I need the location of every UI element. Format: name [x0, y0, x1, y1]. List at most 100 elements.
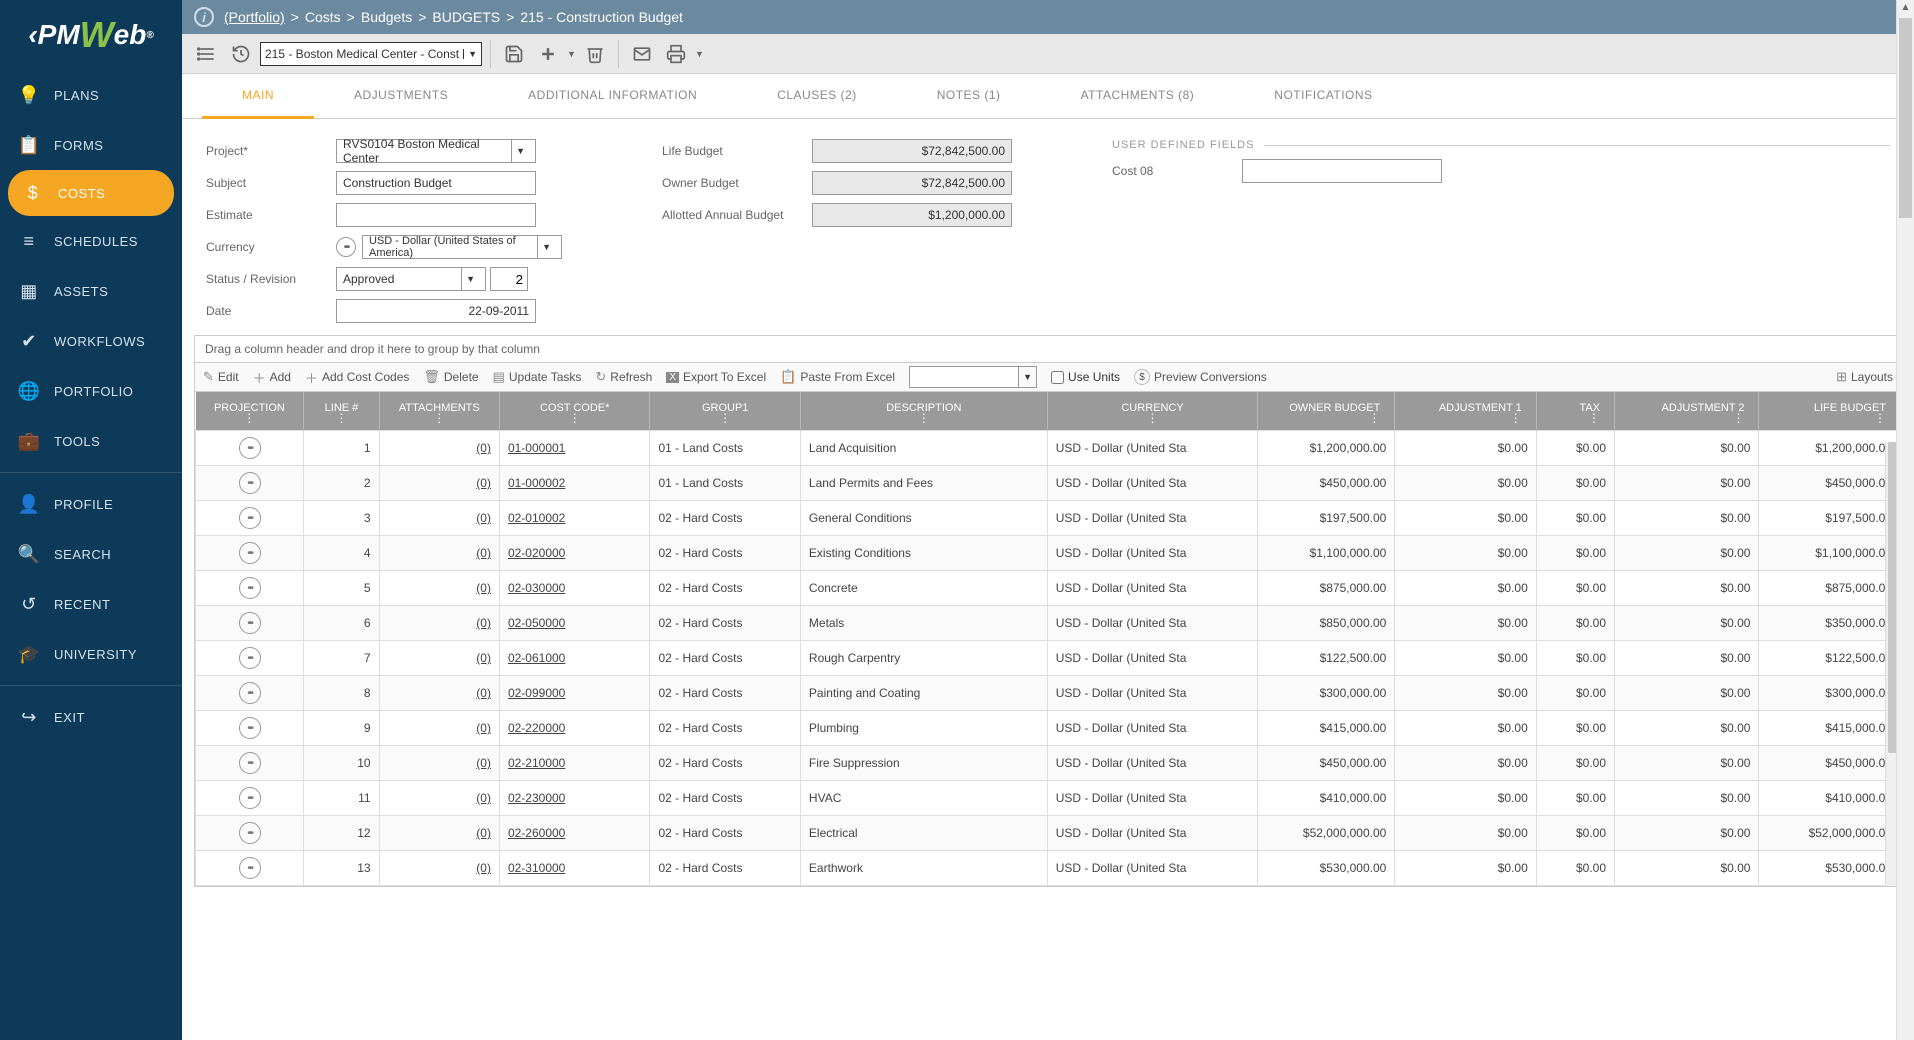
sidebar-item-plans[interactable]: 💡PLANS	[0, 70, 182, 120]
filter-dropdown[interactable]: ▼	[1019, 366, 1037, 388]
paste-button[interactable]: 📋Paste From Excel	[780, 369, 895, 385]
col-cost-code-[interactable]: COST CODE*⋮	[499, 392, 649, 431]
cell-attachments[interactable]: (0)	[476, 826, 491, 840]
sidebar-item-recent[interactable]: ↺RECENT	[0, 579, 182, 629]
sidebar-item-costs[interactable]: $COSTS	[8, 170, 174, 216]
info-icon[interactable]: i	[194, 7, 214, 27]
currency-more-icon[interactable]: •••	[336, 237, 356, 257]
tab-main[interactable]: MAIN	[202, 74, 314, 119]
table-row[interactable]: •••2(0)01-00000201 - Land CostsLand Perm…	[196, 466, 1901, 501]
breadcrumb-part[interactable]: Costs	[305, 9, 341, 25]
table-row[interactable]: •••10(0)02-21000002 - Hard CostsFire Sup…	[196, 746, 1901, 781]
sidebar-item-schedules[interactable]: ≡SCHEDULES	[0, 216, 182, 266]
table-row[interactable]: •••8(0)02-09900002 - Hard CostsPainting …	[196, 676, 1901, 711]
estimate-input[interactable]	[336, 203, 536, 227]
breadcrumb-part[interactable]: 215 - Construction Budget	[520, 9, 683, 25]
row-menu-icon[interactable]: •••	[239, 787, 261, 809]
print-icon[interactable]	[661, 39, 691, 69]
add-icon[interactable]	[533, 39, 563, 69]
mail-icon[interactable]	[627, 39, 657, 69]
breadcrumb-part[interactable]: Budgets	[361, 9, 412, 25]
cell-cost-code[interactable]: 02-061000	[508, 651, 565, 665]
edit-button[interactable]: ✎Edit	[203, 369, 239, 385]
status-input[interactable]: Approved▼	[336, 267, 486, 291]
add-codes-button[interactable]: ＋Add Cost Codes	[305, 368, 409, 387]
save-icon[interactable]	[499, 39, 529, 69]
use-units-checkbox[interactable]: Use Units	[1051, 370, 1120, 384]
tab-clauses-[interactable]: CLAUSES (2)	[737, 74, 897, 118]
currency-input[interactable]: USD - Dollar (United States of America)▼	[362, 235, 562, 259]
col-tax[interactable]: TAX⋮	[1536, 392, 1614, 431]
sidebar-item-tools[interactable]: 💼TOOLS	[0, 416, 182, 466]
row-menu-icon[interactable]: •••	[239, 647, 261, 669]
row-menu-icon[interactable]: •••	[239, 507, 261, 529]
row-menu-icon[interactable]: •••	[239, 717, 261, 739]
sidebar-item-assets[interactable]: ▦ASSETS	[0, 266, 182, 316]
export-button[interactable]: XExport To Excel	[666, 370, 766, 384]
table-row[interactable]: •••6(0)02-05000002 - Hard CostsMetalsUSD…	[196, 606, 1901, 641]
cell-attachments[interactable]: (0)	[476, 441, 491, 455]
sidebar-item-portfolio[interactable]: 🌐PORTFOLIO	[0, 366, 182, 416]
cell-attachments[interactable]: (0)	[476, 861, 491, 875]
cell-attachments[interactable]: (0)	[476, 651, 491, 665]
breadcrumb-portfolio[interactable]: (Portfolio)	[224, 9, 285, 25]
table-row[interactable]: •••9(0)02-22000002 - Hard CostsPlumbingU…	[196, 711, 1901, 746]
sidebar-item-forms[interactable]: 📋FORMS	[0, 120, 182, 170]
update-button[interactable]: ▤Update Tasks	[493, 369, 582, 385]
cell-cost-code[interactable]: 02-010002	[508, 511, 565, 525]
row-menu-icon[interactable]: •••	[239, 577, 261, 599]
table-row[interactable]: •••11(0)02-23000002 - Hard CostsHVACUSD …	[196, 781, 1901, 816]
table-row[interactable]: •••5(0)02-03000002 - Hard CostsConcreteU…	[196, 571, 1901, 606]
cell-cost-code[interactable]: 02-230000	[508, 791, 565, 805]
cell-attachments[interactable]: (0)	[476, 511, 491, 525]
col-adjustment-[interactable]: ADJUSTMENT 2⋮	[1615, 392, 1759, 431]
project-selector[interactable]: 215 - Boston Medical Center - Const ▼	[260, 42, 482, 66]
col-adjustment-[interactable]: ADJUSTMENT 1⋮	[1395, 392, 1536, 431]
page-scrollbar[interactable]: ▲	[1896, 0, 1914, 1040]
tab-notes-[interactable]: NOTES (1)	[897, 74, 1041, 118]
col-life-budget[interactable]: LIFE BUDGET⋮	[1759, 392, 1901, 431]
preview-button[interactable]: $Preview Conversions	[1134, 369, 1267, 385]
project-input[interactable]: RVS0104 Boston Medical Center▼	[336, 139, 536, 163]
col-line-[interactable]: LINE #⋮	[304, 392, 379, 431]
col-currency[interactable]: CURRENCY⋮	[1047, 392, 1258, 431]
col-group-[interactable]: GROUP1⋮	[650, 392, 800, 431]
breadcrumb-part[interactable]: BUDGETS	[432, 9, 500, 25]
delete-icon[interactable]	[580, 39, 610, 69]
cell-cost-code[interactable]: 02-030000	[508, 581, 565, 595]
cell-cost-code[interactable]: 02-210000	[508, 756, 565, 770]
row-menu-icon[interactable]: •••	[239, 822, 261, 844]
drop-hint[interactable]: Drag a column header and drop it here to…	[194, 335, 1902, 363]
table-row[interactable]: •••12(0)02-26000002 - Hard CostsElectric…	[196, 816, 1901, 851]
cell-attachments[interactable]: (0)	[476, 581, 491, 595]
row-menu-icon[interactable]: •••	[239, 542, 261, 564]
history-icon[interactable]	[226, 39, 256, 69]
cell-attachments[interactable]: (0)	[476, 616, 491, 630]
table-row[interactable]: •••7(0)02-06100002 - Hard CostsRough Car…	[196, 641, 1901, 676]
row-menu-icon[interactable]: •••	[239, 752, 261, 774]
table-row[interactable]: •••13(0)02-31000002 - Hard CostsEarthwor…	[196, 851, 1901, 886]
date-input[interactable]: 22-09-2011	[336, 299, 536, 323]
cell-attachments[interactable]: (0)	[476, 721, 491, 735]
sidebar-item-workflows[interactable]: ✔WORKFLOWS	[0, 316, 182, 366]
table-row[interactable]: •••3(0)02-01000202 - Hard CostsGeneral C…	[196, 501, 1901, 536]
row-menu-icon[interactable]: •••	[239, 857, 261, 879]
add-button[interactable]: ＋Add	[253, 368, 291, 387]
cell-cost-code[interactable]: 02-220000	[508, 721, 565, 735]
filter-input[interactable]	[909, 366, 1019, 388]
refresh-button[interactable]: ↻Refresh	[595, 369, 652, 385]
tab-attachments-[interactable]: ATTACHMENTS (8)	[1041, 74, 1235, 118]
layouts-button[interactable]: ⊞Layouts	[1836, 369, 1893, 385]
row-menu-icon[interactable]: •••	[239, 682, 261, 704]
row-menu-icon[interactable]: •••	[239, 612, 261, 634]
cell-cost-code[interactable]: 01-000002	[508, 476, 565, 490]
sidebar-item-exit[interactable]: ↪ EXIT	[0, 692, 182, 742]
col-projection[interactable]: PROJECTION⋮	[196, 392, 304, 431]
delete-button[interactable]: 🗑Delete	[423, 369, 478, 385]
sidebar-item-university[interactable]: 🎓UNIVERSITY	[0, 629, 182, 679]
subject-input[interactable]: Construction Budget	[336, 171, 536, 195]
tab-additional-information[interactable]: ADDITIONAL INFORMATION	[488, 74, 737, 118]
cell-cost-code[interactable]: 02-020000	[508, 546, 565, 560]
row-menu-icon[interactable]: •••	[239, 472, 261, 494]
tab-notifications[interactable]: NOTIFICATIONS	[1234, 74, 1412, 118]
